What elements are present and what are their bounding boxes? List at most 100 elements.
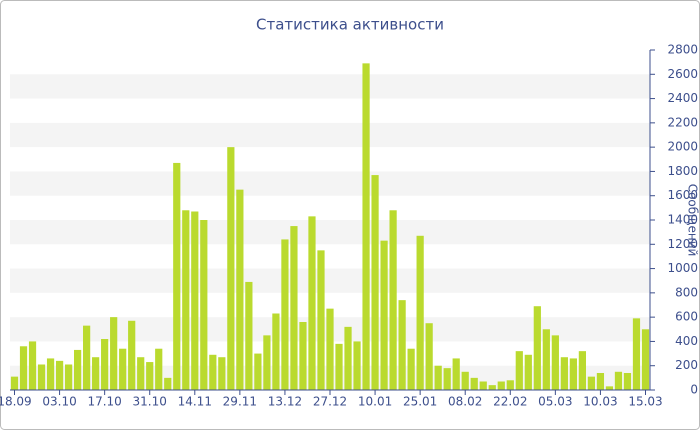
bar: [182, 210, 190, 390]
x-tick-label: 25.01: [403, 395, 437, 409]
bar: [46, 358, 55, 390]
bar: [128, 320, 136, 390]
x-tick-label: 05.03: [538, 395, 572, 409]
bar: [119, 348, 127, 390]
grid-band: [10, 122, 650, 148]
y-tick-label: 2600: [667, 67, 698, 81]
bar: [326, 308, 334, 390]
y-tick-label: 2800: [667, 43, 698, 57]
bar: [290, 226, 298, 390]
bar: [245, 281, 253, 390]
x-tick-label: 14.11: [178, 395, 212, 409]
bar: [506, 380, 514, 390]
x-tick-label: 31.10: [133, 395, 167, 409]
y-tick-label: 1000: [667, 261, 698, 275]
bar: [173, 162, 181, 390]
grid-band: [10, 74, 650, 99]
bar: [434, 365, 442, 390]
y-tick-label: 2400: [667, 91, 698, 105]
bar: [28, 341, 37, 390]
bar: [551, 335, 559, 390]
y-tick-label: 2200: [667, 115, 698, 129]
x-tick-label: 13.12: [268, 395, 302, 409]
bar: [479, 381, 487, 390]
x-tick-label: 08.02: [448, 395, 482, 409]
bar: [227, 147, 235, 390]
bar: [416, 235, 424, 390]
x-tick-label: 17.10: [87, 395, 121, 409]
bar: [218, 357, 226, 390]
y-tick-label: 0: [690, 383, 698, 397]
bar: [497, 381, 505, 390]
x-tick-label: 03.10: [42, 395, 76, 409]
bar: [452, 358, 460, 390]
bar: [146, 362, 154, 390]
bar: [596, 373, 605, 390]
y-tick-label: 2000: [667, 140, 698, 154]
x-tick-label: 22.02: [493, 395, 527, 409]
bar: [587, 376, 596, 390]
bar: [488, 385, 496, 390]
bar: [533, 306, 541, 390]
bar: [398, 300, 406, 390]
bar: [560, 357, 568, 390]
grid-band: [10, 220, 650, 245]
bar: [164, 377, 172, 390]
bar: [317, 250, 325, 390]
bar: [200, 220, 208, 390]
bar: [254, 353, 262, 390]
y-tick-label: 1400: [667, 213, 698, 227]
grid-band: [10, 268, 650, 293]
bar: [425, 323, 433, 390]
bar: [83, 325, 91, 390]
bar: [461, 371, 469, 390]
bar: [641, 329, 650, 390]
bar: [37, 364, 46, 390]
bar: [569, 358, 577, 390]
bar: [371, 175, 379, 390]
y-tick-label: 600: [675, 310, 698, 324]
bar: [632, 318, 641, 390]
bar: [515, 351, 523, 390]
bar: [335, 343, 343, 390]
bar: [209, 354, 217, 390]
bar: [263, 335, 271, 390]
x-tick-label: 10.03: [583, 395, 617, 409]
x-tick-label: 27.12: [313, 395, 347, 409]
bar: [605, 386, 614, 390]
bar: [524, 354, 532, 390]
y-tick-label: 1200: [667, 237, 698, 251]
x-tick-label: 29.11: [223, 395, 257, 409]
bar: [64, 364, 73, 390]
y-tick-label: 400: [675, 334, 698, 348]
bar: [236, 189, 244, 390]
bar: [137, 357, 145, 390]
bar: [74, 349, 82, 390]
bar: [281, 239, 289, 390]
bar: [623, 373, 632, 390]
bar: [110, 317, 118, 390]
y-tick-label: 1800: [667, 164, 698, 178]
y-tick-label: 800: [675, 285, 698, 299]
bar: [344, 326, 352, 390]
bar: [389, 210, 397, 390]
x-tick-label: 18.09: [0, 395, 32, 409]
bar: [191, 211, 199, 390]
bar: [10, 376, 19, 390]
bar: [380, 240, 388, 390]
bar: [470, 377, 478, 390]
bar: [542, 329, 550, 390]
bar: [614, 371, 623, 390]
bar: [308, 216, 316, 390]
bar: [407, 348, 415, 390]
bar: [101, 339, 109, 390]
bar: [299, 322, 307, 390]
bar: [55, 360, 64, 390]
bar: [155, 348, 163, 390]
x-tick-label: 15.03: [628, 395, 662, 409]
y-tick-label: 200: [675, 358, 698, 372]
bar: [272, 313, 280, 390]
bar: [92, 357, 100, 390]
y-axis-label: Сообщений: [686, 184, 700, 257]
